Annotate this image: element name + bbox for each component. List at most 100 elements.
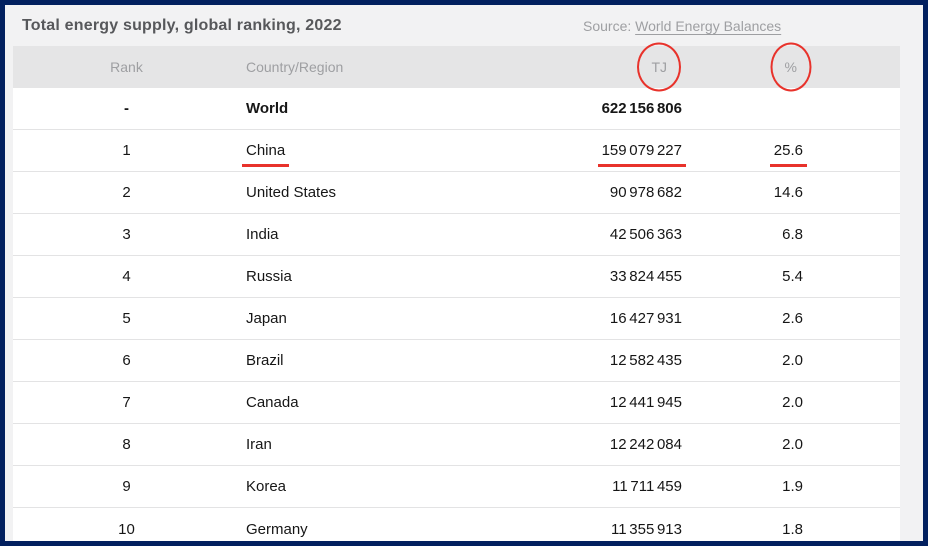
page-title: Total energy supply, global ranking, 202… xyxy=(22,16,342,34)
cell-value: 2 xyxy=(122,184,131,201)
table-row: 6 Brazil 12 582 435 2.0 xyxy=(13,339,900,382)
column-header-percent: % xyxy=(690,46,810,88)
cell-rank: 5 xyxy=(13,297,240,340)
cell-rank: 2 xyxy=(13,171,240,214)
cell-tj: 11 711 459 xyxy=(470,465,690,508)
cell-spacer xyxy=(810,423,900,466)
column-header-tj: TJ xyxy=(470,46,690,88)
cell-country: Canada xyxy=(240,381,470,424)
cell-country: Korea xyxy=(240,465,470,508)
cell-rank: 7 xyxy=(13,381,240,424)
column-header-rank: Rank xyxy=(13,46,240,88)
cell-country: India xyxy=(240,213,470,256)
cell-tj: 33 824 455 xyxy=(470,255,690,298)
table-row: 2 United States 90 978 682 14.6 xyxy=(13,171,900,214)
cell-tj: 42 506 363 xyxy=(470,213,690,256)
cell-country: Brazil xyxy=(240,339,470,382)
cell-value: 622 156 806 xyxy=(601,100,682,117)
cell-value: Russia xyxy=(246,268,292,285)
cell-pct: 14.6 xyxy=(690,171,810,214)
cell-value: United States xyxy=(246,184,337,201)
cell-rank: 4 xyxy=(13,255,240,298)
cell-tj: 12 441 945 xyxy=(470,381,690,424)
cell-value: 2.6 xyxy=(782,310,803,327)
cell-value: 14.6 xyxy=(773,184,803,201)
table-row: 3 India 42 506 363 6.8 xyxy=(13,213,900,256)
cell-tj: 622 156 806 xyxy=(470,88,690,130)
cell-country: China xyxy=(240,129,470,172)
cell-spacer xyxy=(810,255,900,298)
cell-value: 5.4 xyxy=(782,268,803,285)
cell-value: Brazil xyxy=(246,352,284,369)
source-link[interactable]: World Energy Balances xyxy=(635,17,782,34)
cell-value: 12 582 435 xyxy=(609,352,682,369)
cell-value: 1 xyxy=(122,142,131,159)
table-row: 10 Germany 11 355 913 1.8 xyxy=(13,507,900,541)
cell-country: United States xyxy=(240,171,470,214)
cell-pct: 2.0 xyxy=(690,423,810,466)
cell-value: 2.0 xyxy=(782,394,803,411)
cell-pct: 6.8 xyxy=(690,213,810,256)
cell-spacer xyxy=(810,507,900,541)
table-row: 4 Russia 33 824 455 5.4 xyxy=(13,255,900,298)
cell-rank: - xyxy=(13,88,240,130)
cell-country: Russia xyxy=(240,255,470,298)
cell-value: 7 xyxy=(122,394,131,411)
cell-value: 33 824 455 xyxy=(609,268,682,285)
table-row: 8 Iran 12 242 084 2.0 xyxy=(13,423,900,466)
cell-tj: 90 978 682 xyxy=(470,171,690,214)
cell-pct: 2.0 xyxy=(690,381,810,424)
cell-value: 16 427 931 xyxy=(609,310,682,327)
cell-value: 6.8 xyxy=(782,226,803,243)
cell-value: 3 xyxy=(122,226,131,243)
cell-value: 8 xyxy=(122,436,131,453)
cell-value-underlined: 25.6 xyxy=(769,142,808,167)
cell-value: 90 978 682 xyxy=(609,184,682,201)
cell-country: World xyxy=(240,88,470,130)
cell-value: 4 xyxy=(122,268,131,285)
cell-rank: 10 xyxy=(13,507,240,541)
cell-value: 2.0 xyxy=(782,436,803,453)
cell-value: 12 242 084 xyxy=(609,436,682,453)
cell-value: Korea xyxy=(246,478,287,495)
cell-tj: 12 242 084 xyxy=(470,423,690,466)
cell-value: 11 711 459 xyxy=(612,478,682,495)
cell-spacer xyxy=(810,213,900,256)
cell-spacer xyxy=(810,88,900,130)
cell-pct: 25.6 xyxy=(690,129,810,172)
cell-tj: 159 079 227 xyxy=(470,129,690,172)
cell-value: - xyxy=(124,100,129,117)
table-body: - World 622 156 806 1 China 159 079 227 25.6 2 U… xyxy=(13,88,900,541)
cell-spacer xyxy=(810,129,900,172)
cell-country: Japan xyxy=(240,297,470,340)
cell-spacer xyxy=(810,297,900,340)
cell-value: Iran xyxy=(246,436,272,453)
cell-value: 1.9 xyxy=(782,478,803,495)
cell-tj: 16 427 931 xyxy=(470,297,690,340)
cell-pct xyxy=(690,88,810,130)
cell-value: Canada xyxy=(246,394,299,411)
column-header-spacer xyxy=(810,46,900,88)
table-header: Rank Country/Region TJ % xyxy=(13,46,900,88)
table-header-row: Rank Country/Region TJ % xyxy=(13,46,900,88)
cell-value: 5 xyxy=(122,310,131,327)
percent-circle-annotation[interactable]: % xyxy=(784,59,797,75)
source-label: Source: xyxy=(583,17,632,34)
ranking-table: Rank Country/Region TJ % - World 622 xyxy=(13,46,900,541)
cell-pct: 2.0 xyxy=(690,339,810,382)
cell-rank: 6 xyxy=(13,339,240,382)
table-row: 7 Canada 12 441 945 2.0 xyxy=(13,381,900,424)
cell-rank: 8 xyxy=(13,423,240,466)
tj-circle-annotation[interactable]: TJ xyxy=(651,59,667,75)
cell-value: Japan xyxy=(246,310,287,327)
cell-value: 1.8 xyxy=(782,521,803,538)
cell-value: 11 355 913 xyxy=(611,521,682,538)
table-row: 1 China 159 079 227 25.6 xyxy=(13,129,900,172)
cell-spacer xyxy=(810,339,900,382)
cell-pct: 1.9 xyxy=(690,465,810,508)
table-row: 5 Japan 16 427 931 2.6 xyxy=(13,297,900,340)
table-row: - World 622 156 806 xyxy=(13,88,900,130)
cell-value: World xyxy=(246,100,289,117)
cell-value: Germany xyxy=(246,521,308,538)
